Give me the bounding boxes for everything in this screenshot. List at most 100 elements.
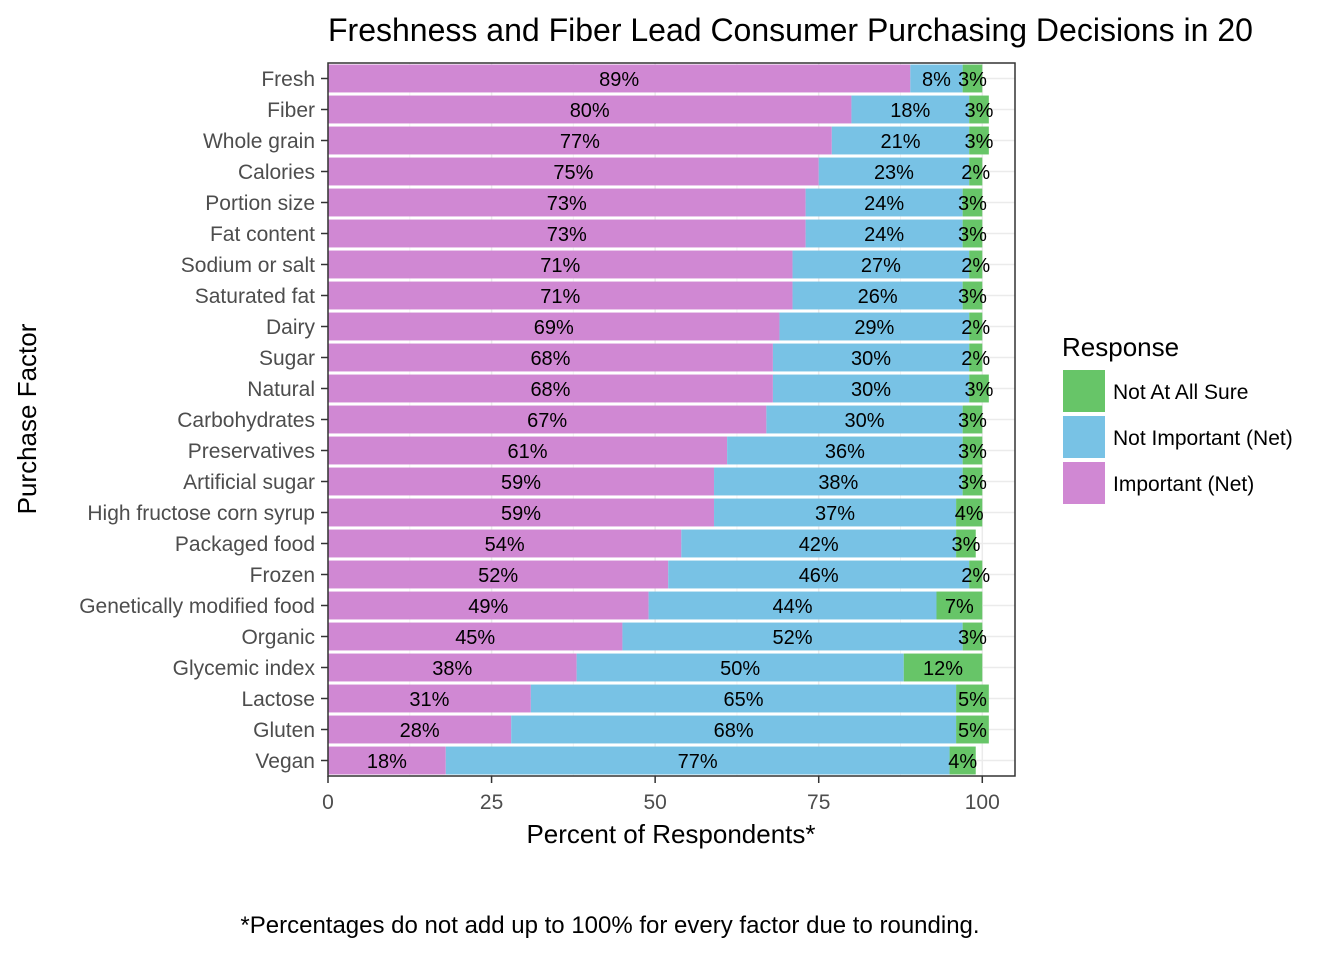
data-label: 7%	[945, 596, 974, 618]
bar-not-at-all-sure	[969, 312, 983, 341]
data-label: 2%	[961, 317, 990, 339]
data-label: 37%	[815, 503, 855, 525]
bar-important-net	[328, 560, 669, 589]
data-label: 18%	[367, 751, 407, 773]
bar-not-at-all-sure	[969, 126, 989, 155]
bar-not-important-net	[805, 188, 963, 217]
data-label: 45%	[455, 627, 495, 649]
bar-important-net	[328, 715, 512, 744]
footnote: *Percentages do not add up to 100% for e…	[240, 912, 980, 939]
data-label: 49%	[468, 596, 508, 618]
bar-important-net	[328, 684, 531, 713]
legend-swatch	[1063, 462, 1105, 504]
bar-not-important-net	[792, 281, 963, 310]
bar-not-at-all-sure	[936, 591, 983, 620]
data-label: 3%	[958, 441, 987, 463]
bar-not-at-all-sure	[969, 560, 983, 589]
data-label: 24%	[864, 224, 904, 246]
y-tick-label: Fresh	[261, 68, 315, 91]
data-label: 73%	[547, 224, 587, 246]
bar-not-important-net	[681, 529, 957, 558]
bar-important-net	[328, 281, 793, 310]
y-tick-label: Sodium or salt	[181, 254, 315, 277]
bar-not-at-all-sure	[956, 529, 976, 558]
data-label: 59%	[501, 472, 541, 494]
data-label: 77%	[678, 751, 718, 773]
data-label: 30%	[851, 379, 891, 401]
y-tick-label: Portion size	[205, 192, 315, 215]
data-label: 89%	[599, 69, 639, 91]
y-tick-label: Preservatives	[188, 440, 315, 463]
data-label: 5%	[958, 689, 987, 711]
x-tick-label: 100	[965, 791, 1000, 814]
data-label: 59%	[501, 503, 541, 525]
bar-not-at-all-sure	[962, 188, 983, 217]
data-label: 36%	[825, 441, 865, 463]
y-tick-label: Frozen	[250, 564, 315, 587]
data-label: 71%	[540, 255, 580, 277]
data-label: 30%	[844, 410, 884, 432]
bar-not-important-net	[818, 157, 970, 186]
data-label: 50%	[720, 658, 760, 680]
data-label: 71%	[540, 286, 580, 308]
y-tick-label: Natural	[247, 378, 315, 401]
data-label: 54%	[485, 534, 525, 556]
x-tick-label: 50	[643, 791, 666, 814]
data-label: 21%	[880, 131, 920, 153]
bar-not-important-net	[727, 436, 963, 465]
bar-important-net	[328, 64, 911, 93]
bar-not-important-net	[779, 312, 970, 341]
bar-not-at-all-sure	[969, 250, 983, 279]
data-label: 69%	[534, 317, 574, 339]
data-label: 73%	[547, 193, 587, 215]
data-label: 3%	[965, 379, 994, 401]
data-label: 68%	[530, 348, 570, 370]
data-label: 3%	[965, 100, 994, 122]
data-label: 68%	[530, 379, 570, 401]
data-label: 5%	[958, 720, 987, 742]
y-tick-label: Glycemic index	[173, 657, 316, 680]
bar-important-net	[328, 467, 715, 496]
x-axis-title: Percent of Respondents*	[526, 819, 815, 849]
bar-not-important-net	[648, 591, 937, 620]
data-label: 3%	[958, 224, 987, 246]
bar-important-net	[328, 219, 806, 248]
data-label: 28%	[400, 720, 440, 742]
chart-title: Freshness and Fiber Lead Consumer Purcha…	[328, 12, 1253, 48]
bar-not-important-net	[851, 95, 970, 124]
data-label: 3%	[958, 193, 987, 215]
data-label: 3%	[958, 627, 987, 649]
data-label: 24%	[864, 193, 904, 215]
data-label: 2%	[961, 162, 990, 184]
data-label: 29%	[854, 317, 894, 339]
data-label: 3%	[958, 410, 987, 432]
data-label: 52%	[478, 565, 518, 587]
y-tick-label: Calories	[238, 161, 315, 184]
bar-important-net	[328, 436, 728, 465]
y-tick-label: Lactose	[241, 688, 315, 711]
legend-swatch	[1063, 370, 1105, 412]
bar-important-net	[328, 529, 682, 558]
y-tick-label: Dairy	[266, 316, 316, 339]
data-label: 77%	[560, 131, 600, 153]
legend-title: Response	[1062, 332, 1179, 362]
y-tick-label: Genetically modified food	[79, 595, 315, 618]
data-label: 3%	[958, 472, 987, 494]
bar-not-important-net	[831, 126, 970, 155]
data-label: 2%	[961, 348, 990, 370]
bar-not-important-net	[772, 374, 970, 403]
bar-important-net	[328, 746, 446, 775]
data-label: 2%	[961, 255, 990, 277]
bar-not-at-all-sure	[962, 405, 983, 434]
y-tick-label: Vegan	[255, 750, 315, 773]
bar-not-at-all-sure	[949, 746, 976, 775]
y-tick-label: Sugar	[259, 347, 315, 370]
bar-not-important-net	[511, 715, 957, 744]
data-label: 75%	[553, 162, 593, 184]
y-tick-label: Fiber	[267, 99, 315, 122]
data-label: 52%	[773, 627, 813, 649]
bar-important-net	[328, 374, 773, 403]
bar-important-net	[328, 653, 577, 682]
data-label: 3%	[958, 286, 987, 308]
